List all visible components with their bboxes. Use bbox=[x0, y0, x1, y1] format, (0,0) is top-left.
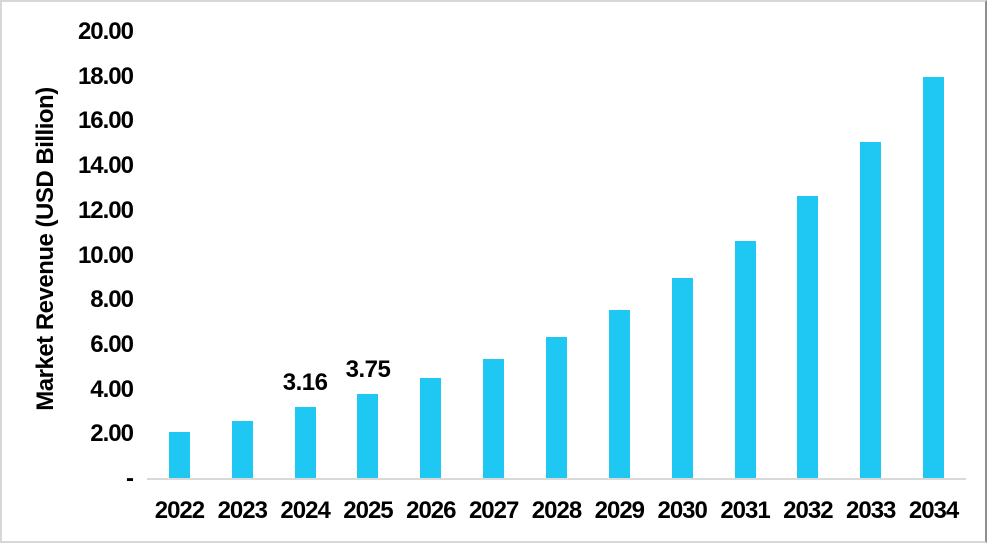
bar-2032 bbox=[797, 196, 819, 478]
x-tick-label-2022: 2022 bbox=[154, 497, 205, 524]
x-tick-label-2028: 2028 bbox=[531, 497, 582, 524]
bar-2028 bbox=[546, 337, 567, 478]
y-tick-label-14.00: 14.00 bbox=[77, 152, 134, 180]
y-tick-label-10.00: 10.00 bbox=[77, 241, 134, 269]
data-label-2025: 3.75 bbox=[345, 356, 391, 383]
bar-2029 bbox=[608, 310, 630, 478]
bar-2030 bbox=[671, 278, 693, 478]
plot-area bbox=[148, 2, 965, 478]
x-tick-label-2031: 2031 bbox=[720, 497, 770, 524]
bar-2024 bbox=[294, 407, 316, 478]
x-tick-label-2029: 2029 bbox=[594, 497, 645, 524]
x-tick-label-2030: 2030 bbox=[657, 497, 707, 524]
bar-2025 bbox=[357, 394, 379, 478]
x-tick-label-2023: 2023 bbox=[217, 497, 268, 524]
y-tick-label-8.00: 8.00 bbox=[90, 286, 134, 314]
bar-2031 bbox=[734, 241, 756, 478]
y-tick-label-4.00: 4.00 bbox=[90, 375, 134, 403]
bar-2026 bbox=[420, 378, 442, 478]
y-tick-label-12.00: 12.00 bbox=[77, 196, 134, 224]
x-axis-line bbox=[147, 478, 966, 480]
data-label-2024: 3.16 bbox=[282, 369, 328, 396]
y-tick-label-16.00: 16.00 bbox=[77, 107, 134, 135]
y-tick-label-6.00: 6.00 bbox=[90, 330, 134, 358]
y-tick-label-20.00: 20.00 bbox=[77, 18, 134, 45]
bar-2034 bbox=[923, 77, 945, 478]
x-tick-label-2025: 2025 bbox=[343, 497, 393, 524]
x-tick-label-2026: 2026 bbox=[406, 497, 456, 524]
bar-2023 bbox=[231, 421, 253, 478]
x-tick-label-2034: 2034 bbox=[908, 497, 959, 524]
x-tick-label-2032: 2032 bbox=[783, 497, 833, 524]
y-tick-label-2.00: 2.00 bbox=[90, 420, 134, 448]
y-tick-label--: - bbox=[126, 465, 134, 492]
x-tick-label-2027: 2027 bbox=[468, 497, 519, 524]
bar-2022 bbox=[168, 432, 190, 478]
x-tick-label-2024: 2024 bbox=[280, 497, 330, 524]
x-tick-label-2033: 2033 bbox=[846, 497, 896, 524]
y-tick-label-18.00: 18.00 bbox=[77, 62, 134, 90]
bar-2027 bbox=[483, 359, 505, 478]
bar-2033 bbox=[860, 142, 882, 478]
